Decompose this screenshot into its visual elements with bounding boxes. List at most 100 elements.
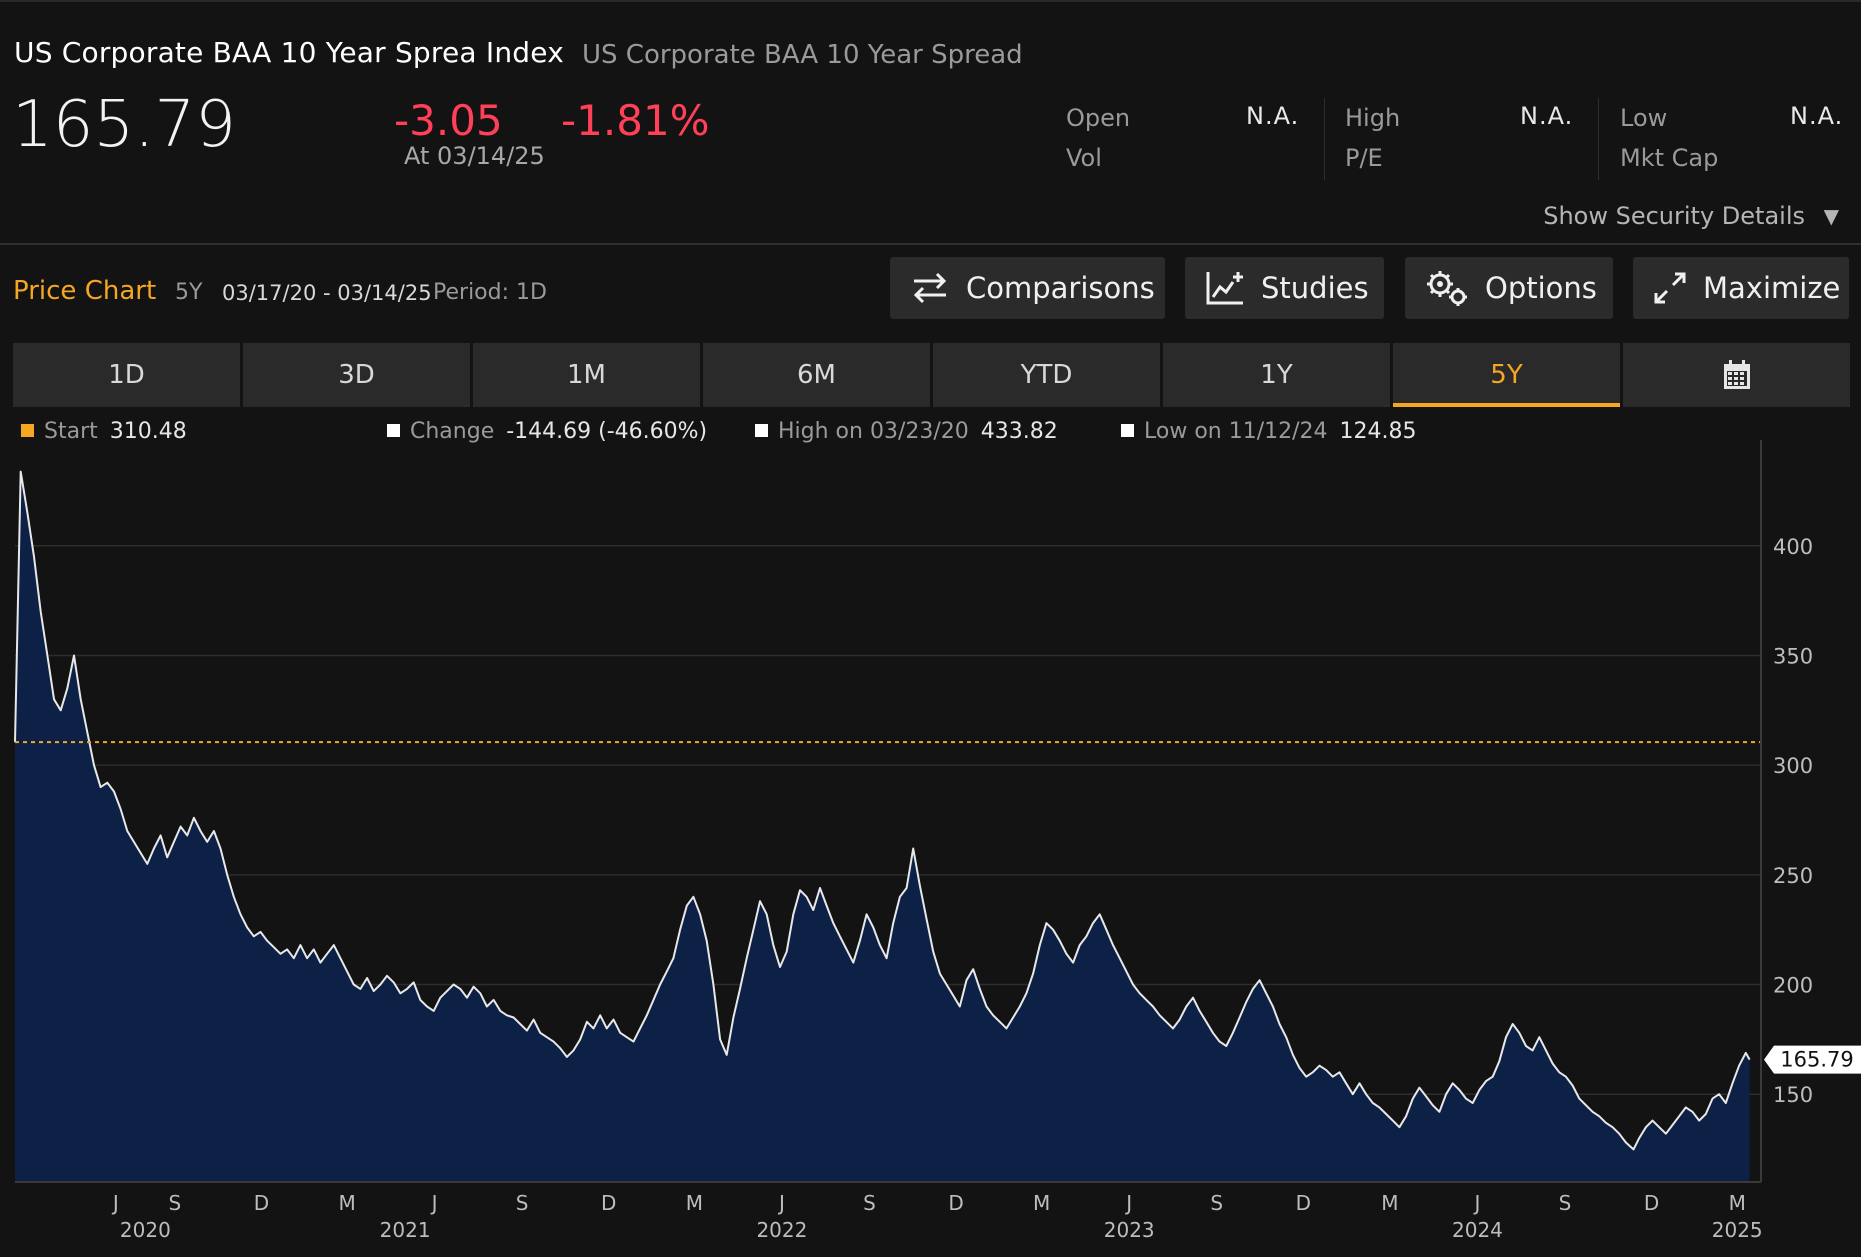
percent-change: -1.81% (561, 96, 710, 145)
x-month-label: J (1473, 1191, 1481, 1215)
stat-low-value: 124.85 (1339, 419, 1417, 444)
quote-label-pe: P/E (1345, 144, 1383, 172)
stat-change-value: -144.69 (-46.60%) (506, 419, 708, 444)
maximize-button[interactable]: Maximize (1633, 257, 1849, 319)
stat-high-value: 433.82 (980, 419, 1058, 444)
studies-label: Studies (1261, 271, 1369, 305)
show-security-details-link[interactable]: Show Security Details (1543, 202, 1805, 230)
x-month-label: J (1124, 1191, 1132, 1215)
quote-value-low: N.A. (1790, 102, 1844, 130)
quote-label-low: Low (1620, 104, 1668, 132)
quote-label-open: Open (1066, 104, 1131, 132)
chevron-down-icon[interactable]: ▼ (1823, 204, 1839, 228)
section-divider (0, 243, 1861, 245)
security-subtitle: US Corporate BAA 10 Year Spread (582, 40, 1023, 70)
x-month-label: S (1210, 1191, 1223, 1215)
price-area (15, 471, 1750, 1183)
stat-change-label: Change (410, 419, 495, 444)
x-month-label: M (1729, 1191, 1746, 1215)
x-month-label: J (430, 1191, 438, 1215)
y-tick-label: 350 (1773, 644, 1813, 668)
price-chart-title: Price Chart (13, 276, 157, 306)
change-legend-marker (387, 424, 400, 437)
quote-label-vol: Vol (1066, 144, 1102, 172)
stat-high-label: High on 03/23/20 (778, 419, 969, 444)
line-chart-plus-icon (1206, 272, 1243, 305)
expand-arrows-icon (1654, 272, 1686, 304)
chart-date-range: 03/17/20 - 03/14/25 (222, 281, 432, 305)
stat-start: Start 310.48 (21, 419, 187, 444)
start-legend-marker (21, 424, 34, 437)
x-month-label: M (686, 1191, 703, 1215)
tab-1y[interactable]: 1Y (1163, 343, 1390, 407)
x-month-label: D (601, 1191, 616, 1215)
tab-6m[interactable]: 6M (703, 343, 930, 407)
range-tabs: 1D 3D 1M 6M YTD 1Y 5Y (13, 343, 1850, 407)
tab-1m[interactable]: 1M (473, 343, 700, 407)
x-year-label: 2024 (1452, 1218, 1503, 1242)
x-month-label: M (1033, 1191, 1050, 1215)
quote-divider (1324, 98, 1325, 180)
quote-label-mkt-cap: Mkt Cap (1620, 144, 1719, 172)
stat-high: High on 03/23/20 433.82 (755, 419, 1058, 444)
x-year-label: 2025 (1712, 1218, 1763, 1242)
comparisons-button[interactable]: Comparisons (890, 257, 1165, 319)
quote-label-high: High (1345, 104, 1401, 132)
x-year-label: 2021 (380, 1218, 431, 1242)
security-title: US Corporate BAA 10 Year Sprea Index (14, 36, 564, 69)
x-year-label: 2022 (756, 1218, 807, 1242)
y-tick-label: 300 (1773, 754, 1813, 778)
options-button[interactable]: Options (1405, 257, 1613, 319)
stat-low-label: Low on 11/12/24 (1144, 419, 1328, 444)
price-line (14, 470, 1751, 1151)
chart-range: 5Y (175, 280, 203, 305)
x-month-label: D (948, 1191, 963, 1215)
x-month-label: M (338, 1191, 355, 1215)
stat-change: Change -144.69 (-46.60%) (387, 419, 707, 444)
price-chart[interactable]: 150 200 250 300 350 400 J S D M J S D M J S D M J S D M J S D M 20… (0, 440, 1861, 1257)
x-month-label: S (516, 1191, 529, 1215)
x-year-label: 2020 (120, 1218, 171, 1242)
as-of-date: At 03/14/25 (404, 142, 545, 170)
options-label: Options (1485, 271, 1597, 305)
last-price: 165.79 (12, 88, 236, 162)
tab-1d[interactable]: 1D (13, 343, 240, 407)
x-month-label: D (1296, 1191, 1311, 1215)
y-tick-label: 250 (1773, 864, 1813, 888)
chart-period: Period: 1D (433, 280, 547, 305)
calendar-icon (1723, 360, 1750, 389)
date-picker-button[interactable] (1623, 343, 1850, 407)
y-tick-label: 400 (1773, 535, 1813, 559)
studies-button[interactable]: Studies (1185, 257, 1384, 319)
stat-low: Low on 11/12/24 124.85 (1121, 419, 1417, 444)
top-border (0, 0, 1861, 2)
x-month-label: J (777, 1191, 785, 1215)
tab-3d[interactable]: 3D (243, 343, 470, 407)
x-month-label: J (111, 1191, 119, 1215)
maximize-label: Maximize (1703, 271, 1841, 305)
tab-5y[interactable]: 5Y (1393, 343, 1620, 407)
y-tick-label: 150 (1773, 1083, 1813, 1107)
y-tick-label: 200 (1773, 974, 1813, 998)
swap-arrows-icon (913, 272, 947, 304)
last-price-tag (1764, 1045, 1861, 1074)
x-month-label: S (863, 1191, 876, 1215)
x-month-label: D (254, 1191, 269, 1215)
tab-ytd[interactable]: YTD (933, 343, 1160, 407)
comparisons-label: Comparisons (966, 271, 1155, 305)
x-month-label: S (169, 1191, 182, 1215)
quote-value-open: N.A. (1246, 102, 1300, 130)
quote-value-high: N.A. (1520, 102, 1574, 130)
gears-icon (1427, 271, 1467, 306)
stat-start-label: Start (44, 419, 98, 444)
net-change: -3.05 (394, 96, 503, 145)
stat-start-value: 310.48 (109, 419, 187, 444)
last-price-tag-label: 165.79 (1780, 1048, 1853, 1072)
high-legend-marker (755, 424, 768, 437)
x-month-label: S (1559, 1191, 1572, 1215)
quote-divider (1598, 98, 1599, 180)
low-legend-marker (1121, 424, 1134, 437)
x-month-label: M (1381, 1191, 1398, 1215)
x-month-label: D (1644, 1191, 1659, 1215)
x-year-label: 2023 (1104, 1218, 1155, 1242)
